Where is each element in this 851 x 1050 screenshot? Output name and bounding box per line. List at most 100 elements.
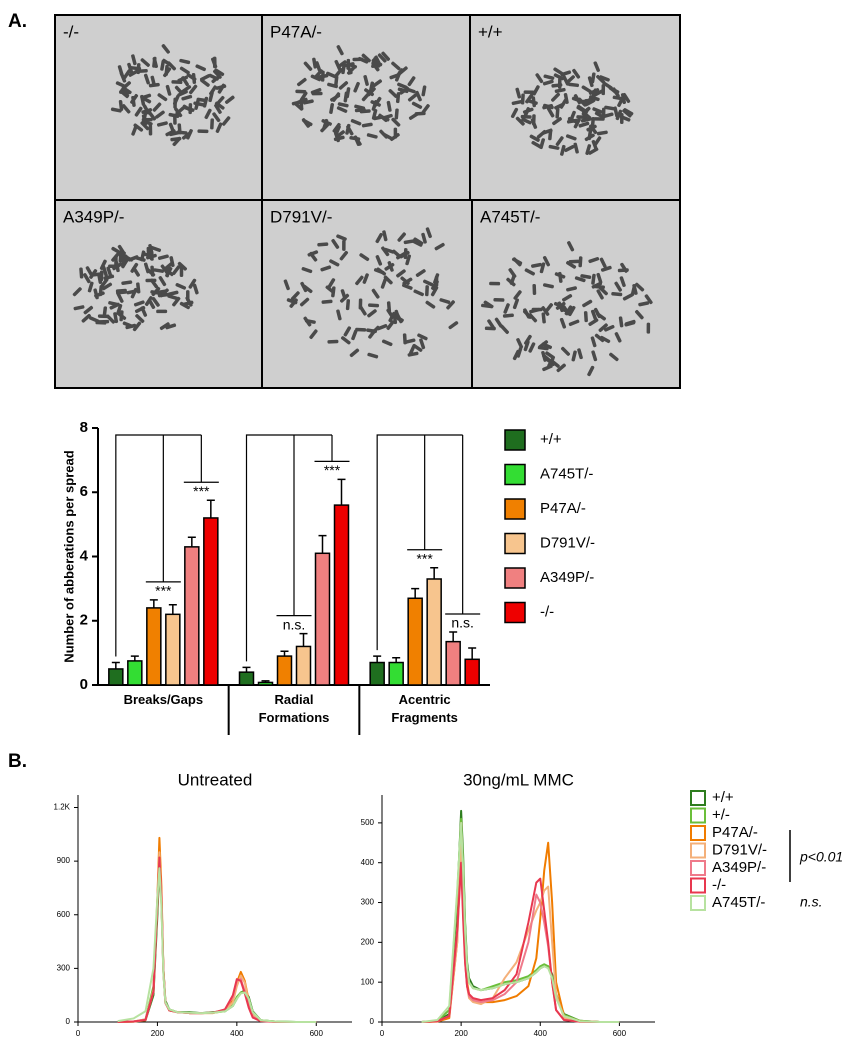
legend-swatch xyxy=(504,429,526,451)
significance-label: *** xyxy=(193,483,210,499)
chromosome xyxy=(165,323,177,330)
chromosome xyxy=(99,259,107,271)
legend-note: n.s. xyxy=(800,894,823,910)
micrograph: A745T/- xyxy=(471,199,681,389)
x-tick-label: 200 xyxy=(454,1029,468,1038)
chromosome xyxy=(336,234,347,241)
error-bar xyxy=(149,599,158,608)
chromosome xyxy=(172,296,181,307)
chromosome xyxy=(596,74,606,84)
chromosome xyxy=(423,279,434,287)
chromosome xyxy=(134,305,146,314)
chromosome xyxy=(574,276,586,283)
chromosome xyxy=(286,298,298,305)
chromosome xyxy=(331,92,341,102)
chromosome xyxy=(153,268,165,273)
chromosome xyxy=(622,293,634,301)
chromosome xyxy=(580,117,592,123)
chromosome xyxy=(411,101,423,109)
chromosome xyxy=(399,86,410,95)
micrograph: P47A/- xyxy=(261,14,471,201)
error-bar xyxy=(187,536,196,547)
chromosome xyxy=(140,96,152,104)
y-tick-label: 300 xyxy=(361,898,375,907)
chromosome xyxy=(350,119,362,126)
chromosome xyxy=(604,105,616,111)
chromosome xyxy=(529,134,540,142)
error-bar xyxy=(318,534,327,554)
chromosome xyxy=(550,359,560,368)
chromosome xyxy=(155,289,167,295)
chromosome xyxy=(563,92,569,104)
chromosome xyxy=(596,289,604,300)
histogram-line xyxy=(117,867,317,1023)
chromosome xyxy=(283,279,290,291)
bar xyxy=(369,661,385,686)
chromosome xyxy=(93,288,99,300)
chromosome xyxy=(568,82,580,88)
chromosome xyxy=(381,339,393,347)
chromosome xyxy=(536,129,547,139)
chromosome xyxy=(179,58,191,65)
chromosome xyxy=(404,338,416,344)
chromosome xyxy=(542,353,552,363)
micrograph-background xyxy=(261,14,471,201)
chromosome xyxy=(568,319,580,327)
chromosome xyxy=(127,255,139,262)
chromosome xyxy=(362,273,369,284)
chromosome xyxy=(512,298,520,310)
chromosome xyxy=(542,103,554,110)
chromosome xyxy=(345,299,351,311)
chromosome xyxy=(553,67,564,76)
histogram-line xyxy=(117,836,317,1023)
chromosome xyxy=(568,259,580,264)
bar xyxy=(295,645,312,686)
chromosome xyxy=(599,257,607,269)
legend-note: p<0.01 xyxy=(799,849,843,865)
chromosome xyxy=(412,343,423,352)
chromosome xyxy=(157,254,169,260)
chromosome xyxy=(587,129,593,141)
chromosome xyxy=(561,346,571,356)
chromosome xyxy=(181,131,192,140)
chromosome xyxy=(320,70,325,82)
chromosome xyxy=(163,67,172,78)
y-axis-label: Number of abberations per spread xyxy=(61,450,76,662)
chromosome xyxy=(112,262,123,271)
chromosome xyxy=(383,275,393,285)
chromosome xyxy=(555,136,564,147)
bar xyxy=(146,607,162,686)
chromosome xyxy=(321,119,332,126)
chromosome xyxy=(72,287,82,297)
chromosome xyxy=(371,108,378,120)
x-category-label: Radial Formations xyxy=(258,692,330,725)
chromosome xyxy=(591,273,596,285)
chromosome xyxy=(165,84,172,96)
chromosome xyxy=(524,334,532,345)
chromosome xyxy=(116,311,127,320)
bracket xyxy=(314,435,350,462)
error-bar xyxy=(430,566,439,579)
chromosome xyxy=(599,335,611,344)
chromosome xyxy=(531,140,542,149)
bar xyxy=(203,517,219,686)
chromosome xyxy=(221,116,231,126)
y-tick-label: 400 xyxy=(361,858,375,867)
y-tick-label: 300 xyxy=(57,963,71,972)
chromosome xyxy=(542,364,553,372)
chromosome xyxy=(508,268,517,278)
chromosome xyxy=(500,324,509,334)
chromosome xyxy=(585,144,592,155)
significance-label: n.s. xyxy=(451,615,474,631)
chromosome xyxy=(83,273,91,284)
micrograph: D791V/- xyxy=(261,199,473,389)
chromosome xyxy=(522,107,534,114)
chromosome xyxy=(573,118,581,129)
chromosome xyxy=(397,82,408,90)
chromosome xyxy=(596,312,606,321)
chromosome xyxy=(402,333,407,345)
chromosome xyxy=(130,287,138,299)
chromosome xyxy=(577,348,583,360)
chromosome xyxy=(594,333,605,343)
chromosome xyxy=(576,105,587,114)
